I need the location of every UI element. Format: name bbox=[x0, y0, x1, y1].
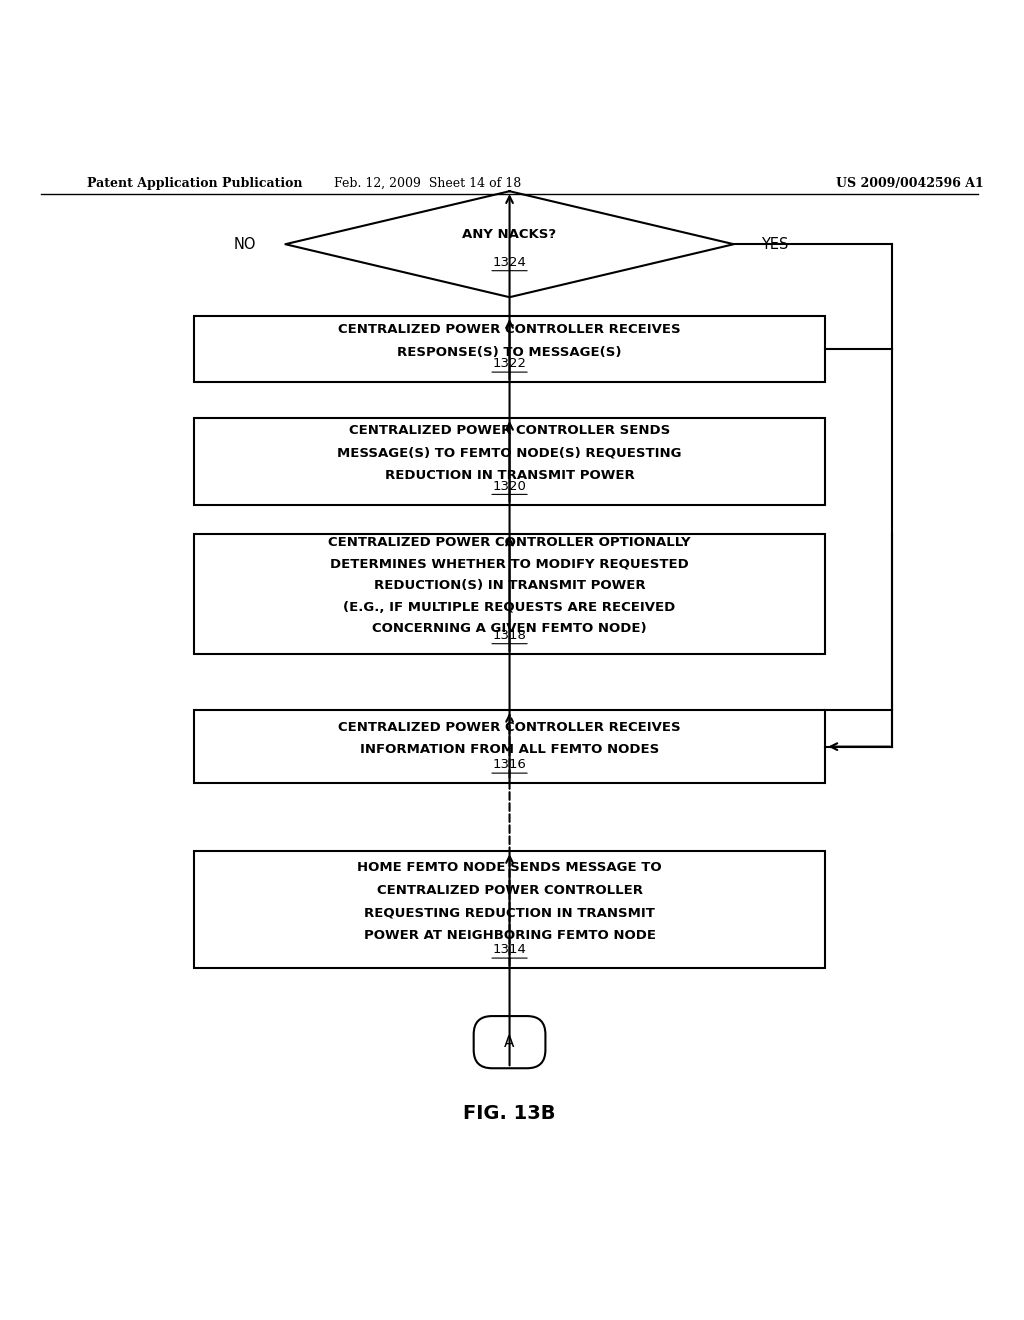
Text: Feb. 12, 2009  Sheet 14 of 18: Feb. 12, 2009 Sheet 14 of 18 bbox=[335, 177, 521, 190]
Text: 1316: 1316 bbox=[493, 759, 526, 771]
FancyBboxPatch shape bbox=[194, 851, 825, 969]
Text: POWER AT NEIGHBORING FEMTO NODE: POWER AT NEIGHBORING FEMTO NODE bbox=[364, 929, 655, 941]
Text: NO: NO bbox=[233, 236, 256, 252]
Text: CENTRALIZED POWER CONTROLLER: CENTRALIZED POWER CONTROLLER bbox=[377, 884, 642, 896]
Text: FIG. 13B: FIG. 13B bbox=[463, 1104, 556, 1123]
Text: 1324: 1324 bbox=[493, 256, 526, 269]
FancyBboxPatch shape bbox=[194, 533, 825, 653]
Text: CONCERNING A GIVEN FEMTO NODE): CONCERNING A GIVEN FEMTO NODE) bbox=[373, 622, 647, 635]
Text: CENTRALIZED POWER CONTROLLER RECEIVES: CENTRALIZED POWER CONTROLLER RECEIVES bbox=[338, 721, 681, 734]
Text: Patent Application Publication: Patent Application Publication bbox=[87, 177, 302, 190]
FancyBboxPatch shape bbox=[474, 1016, 546, 1068]
Text: (E.G., IF MULTIPLE REQUESTS ARE RECEIVED: (E.G., IF MULTIPLE REQUESTS ARE RECEIVED bbox=[343, 601, 676, 614]
Text: ANY NACKS?: ANY NACKS? bbox=[463, 227, 557, 240]
FancyBboxPatch shape bbox=[194, 315, 825, 383]
Text: 1320: 1320 bbox=[493, 479, 526, 492]
FancyBboxPatch shape bbox=[194, 710, 825, 783]
Text: INFORMATION FROM ALL FEMTO NODES: INFORMATION FROM ALL FEMTO NODES bbox=[359, 743, 659, 756]
Text: DETERMINES WHETHER TO MODIFY REQUESTED: DETERMINES WHETHER TO MODIFY REQUESTED bbox=[330, 558, 689, 570]
Text: CENTRALIZED POWER CONTROLLER RECEIVES: CENTRALIZED POWER CONTROLLER RECEIVES bbox=[338, 323, 681, 337]
Text: A: A bbox=[505, 1035, 515, 1049]
FancyBboxPatch shape bbox=[194, 418, 825, 504]
Text: 1318: 1318 bbox=[493, 630, 526, 642]
Text: REDUCTION IN TRANSMIT POWER: REDUCTION IN TRANSMIT POWER bbox=[385, 469, 635, 482]
Text: CENTRALIZED POWER CONTROLLER SENDS: CENTRALIZED POWER CONTROLLER SENDS bbox=[349, 424, 670, 437]
Text: REQUESTING REDUCTION IN TRANSMIT: REQUESTING REDUCTION IN TRANSMIT bbox=[365, 907, 655, 919]
Text: HOME FEMTO NODE SENDS MESSAGE TO: HOME FEMTO NODE SENDS MESSAGE TO bbox=[357, 862, 662, 874]
Text: US 2009/0042596 A1: US 2009/0042596 A1 bbox=[836, 177, 983, 190]
Text: YES: YES bbox=[761, 236, 788, 252]
Text: CENTRALIZED POWER CONTROLLER OPTIONALLY: CENTRALIZED POWER CONTROLLER OPTIONALLY bbox=[329, 536, 691, 549]
Text: 1314: 1314 bbox=[493, 944, 526, 957]
Text: 1322: 1322 bbox=[493, 358, 526, 371]
Text: MESSAGE(S) TO FEMTO NODE(S) REQUESTING: MESSAGE(S) TO FEMTO NODE(S) REQUESTING bbox=[337, 446, 682, 459]
Text: REDUCTION(S) IN TRANSMIT POWER: REDUCTION(S) IN TRANSMIT POWER bbox=[374, 579, 645, 593]
Text: RESPONSE(S) TO MESSAGE(S): RESPONSE(S) TO MESSAGE(S) bbox=[397, 346, 622, 359]
